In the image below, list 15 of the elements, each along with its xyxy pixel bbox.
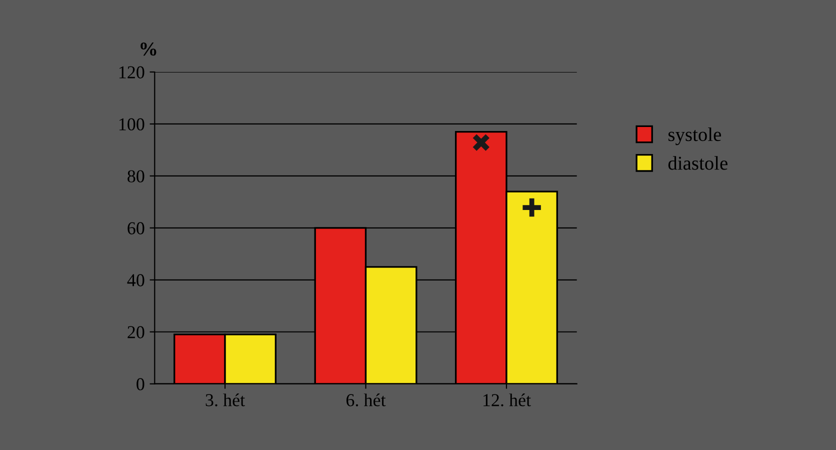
y-tick-label: 80	[128, 170, 144, 182]
x-tick-label: 6. hét	[346, 394, 386, 406]
y-tick-label: 100	[119, 118, 144, 130]
y-axis-title: %	[140, 42, 156, 56]
legend-label: systole	[668, 127, 722, 146]
legend-label: diastole	[668, 156, 728, 170]
annotation: ✖	[472, 134, 490, 151]
y-tick-label: 60	[128, 222, 144, 234]
x-tick-label: 3. hét	[206, 394, 245, 406]
annotation: ✚	[522, 198, 541, 217]
x-tick-label: 12. hét	[483, 394, 531, 406]
y-tick-label: 40	[127, 274, 144, 286]
y-tick-label: 120	[119, 66, 144, 78]
y-tick-label: 20	[128, 326, 144, 338]
y-tick-label: 0	[136, 378, 144, 390]
